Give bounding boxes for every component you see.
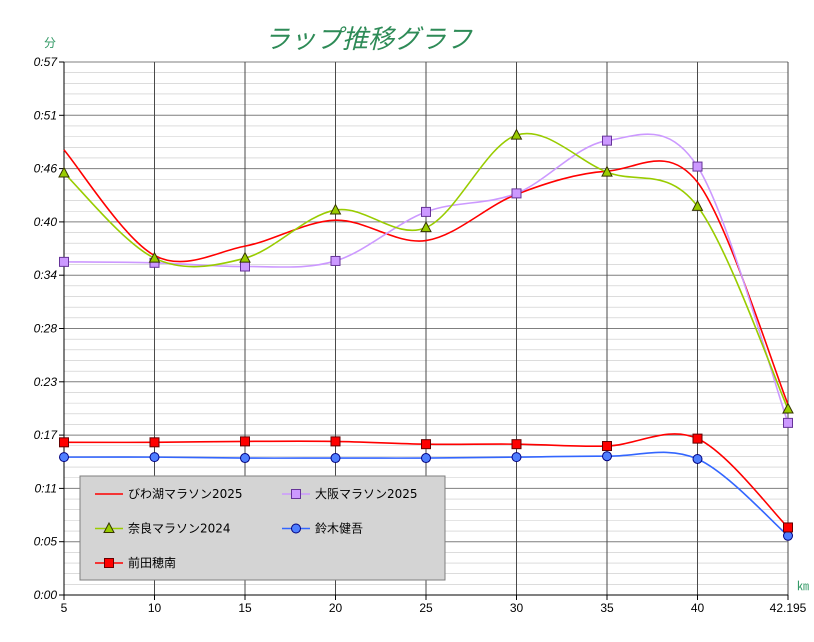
data-point-marker [240,453,250,464]
y-tick-label: 0:05 [34,535,58,549]
data-point-marker [782,402,794,414]
legend-item: 鈴木健吾 [282,521,363,536]
x-axis-unit-label: ㎞ [797,579,809,593]
data-point-marker [240,436,250,447]
x-tick-label: 35 [600,601,614,615]
x-tick-label: 10 [148,601,162,615]
data-point-marker [601,165,613,177]
data-point-marker [329,203,342,215]
data-point-marker [692,161,703,172]
data-point-marker [330,436,341,447]
data-point-marker [421,206,431,217]
y-tick-label: 0:23 [34,375,58,389]
x-axis-tick-labels: 5 10 15 20 25 30 35 40 42.195 [61,601,807,615]
legend-marker [104,558,114,568]
y-axis-tick-labels: 0:00 0:05 0:11 0:17 0:23 0:28 0:34 0:40 0:46 0:51… [34,55,59,602]
legend-marker [291,523,301,534]
legend-marker [103,521,115,533]
y-tick-label: 0:40 [34,215,58,229]
y-tick-label: 0:11 [35,481,57,495]
data-point-marker [691,199,704,211]
x-tick-label: 20 [329,601,343,615]
series-4 [59,433,793,533]
legend-label: びわ湖マラソン2025 [128,486,243,501]
data-point-marker [511,188,522,199]
data-point-marker [59,452,69,463]
data-point-marker [421,453,431,464]
x-tick-label: 15 [238,601,252,615]
data-point-marker [692,453,703,464]
x-tick-label: 30 [510,601,524,615]
y-tick-label: 0:46 [34,162,58,176]
data-point-marker [148,251,161,263]
series-2 [58,128,794,414]
data-point-marker [149,452,160,463]
data-point-marker [602,451,612,462]
data-point-marker [239,251,251,263]
legend-label: 奈良マラソン2024 [128,521,231,536]
data-point-marker [421,439,431,450]
legend-label: 前田穂南 [128,555,176,570]
legend-item: 奈良マラソン2024 [95,521,231,536]
data-point-marker [602,441,612,452]
series-1 [59,133,793,428]
chart-title: ラップ推移グラフ [264,25,473,55]
legend-marker [291,489,301,499]
y-tick-label: 0:57 [34,55,59,69]
legend-box [79,475,446,581]
data-point-marker [149,437,160,448]
series-0 [63,149,789,405]
series-layer [58,128,794,541]
data-point-marker [692,433,703,444]
data-point-marker [59,437,69,448]
legend-item: 大阪マラソン2025 [282,487,418,501]
data-point-marker [510,128,523,140]
legend-item: 前田穂南 [95,555,176,570]
data-point-marker [420,221,432,233]
y-axis-unit-label: 分 [44,36,56,50]
x-tick-label: 5 [61,601,68,615]
legend-label: 鈴木健吾 [315,521,363,536]
y-tick-label: 0:17 [34,428,59,442]
data-point-marker [602,135,612,146]
data-point-marker [783,530,793,541]
x-tick-label: 40 [691,601,705,615]
y-tick-label: 0:00 [34,588,58,602]
data-point-marker [783,417,793,428]
data-point-marker [240,261,250,272]
x-tick-label: 25 [419,601,433,615]
y-tick-label: 0:34 [34,268,58,282]
data-point-marker [58,166,70,178]
x-tick-label: 42.195 [770,601,807,615]
data-point-marker [511,452,522,463]
series-line [63,149,789,405]
data-point-marker [783,522,793,533]
y-tick-label: 0:51 [34,108,57,122]
data-point-marker [330,255,341,266]
legend-item: びわ湖マラソン2025 [95,486,243,501]
data-point-marker [511,439,522,450]
y-tick-label: 0:28 [34,322,58,336]
legend-label: 大阪マラソン2025 [315,487,418,501]
data-point-marker [330,453,341,464]
data-point-marker [59,256,69,267]
